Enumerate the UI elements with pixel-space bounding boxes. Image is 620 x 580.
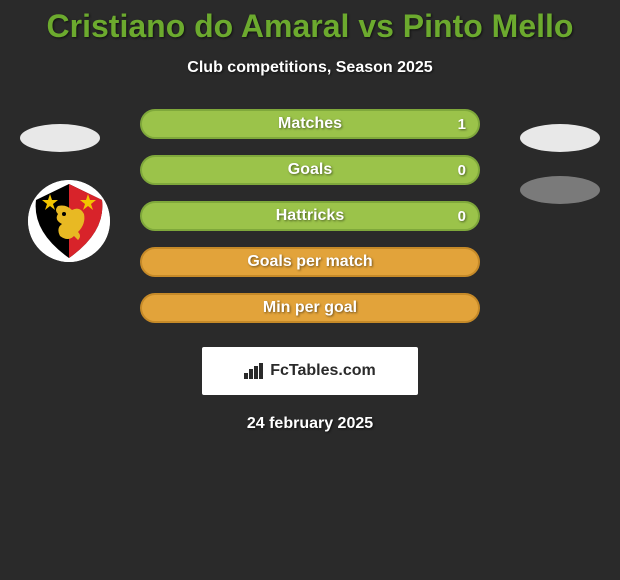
generated-date: 24 february 2025 — [0, 415, 620, 433]
comparison-title: Cristiano do Amaral vs Pinto Mello — [0, 0, 620, 45]
stat-row-min-per-goal: Min per goal — [140, 293, 480, 323]
stat-right-value: 0 — [458, 203, 466, 229]
stat-right-value: 0 — [458, 157, 466, 183]
sport-recife-crest-icon — [28, 180, 110, 262]
player-left-crest-placeholder — [20, 124, 100, 152]
source-watermark: FcTables.com — [202, 347, 418, 395]
source-label: FcTables.com — [270, 362, 376, 380]
stat-label: Hattricks — [142, 207, 478, 225]
club-crest-left — [28, 180, 110, 262]
stat-label: Min per goal — [142, 299, 478, 317]
stat-label: Goals per match — [142, 253, 478, 271]
stat-row-goals: Goals 0 — [140, 155, 480, 185]
stat-row-goals-per-match: Goals per match — [140, 247, 480, 277]
stat-label: Goals — [142, 161, 478, 179]
stat-right-value: 1 — [458, 111, 466, 137]
bar-chart-icon — [244, 363, 264, 379]
stat-row-matches: Matches 1 — [140, 109, 480, 139]
player-right-badge — [520, 176, 600, 204]
stat-row-hattricks: Hattricks 0 — [140, 201, 480, 231]
stat-label: Matches — [142, 115, 478, 133]
player-right-crest-placeholder — [520, 124, 600, 152]
comparison-subtitle: Club competitions, Season 2025 — [0, 59, 620, 77]
